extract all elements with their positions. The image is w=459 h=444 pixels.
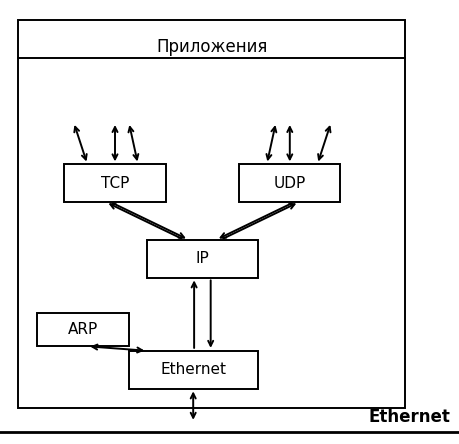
- Text: ARP: ARP: [67, 322, 98, 337]
- Text: TCP: TCP: [101, 176, 129, 190]
- Text: IP: IP: [195, 251, 209, 266]
- Text: Ethernet: Ethernet: [368, 408, 450, 426]
- Bar: [18, 20, 404, 408]
- Text: UDP: UDP: [273, 176, 305, 190]
- Bar: [64, 164, 165, 202]
- Bar: [239, 164, 340, 202]
- Text: Приложения: Приложения: [156, 38, 267, 56]
- Bar: [37, 313, 129, 346]
- Bar: [129, 351, 257, 388]
- Text: Ethernet: Ethernet: [160, 362, 226, 377]
- Bar: [147, 240, 257, 278]
